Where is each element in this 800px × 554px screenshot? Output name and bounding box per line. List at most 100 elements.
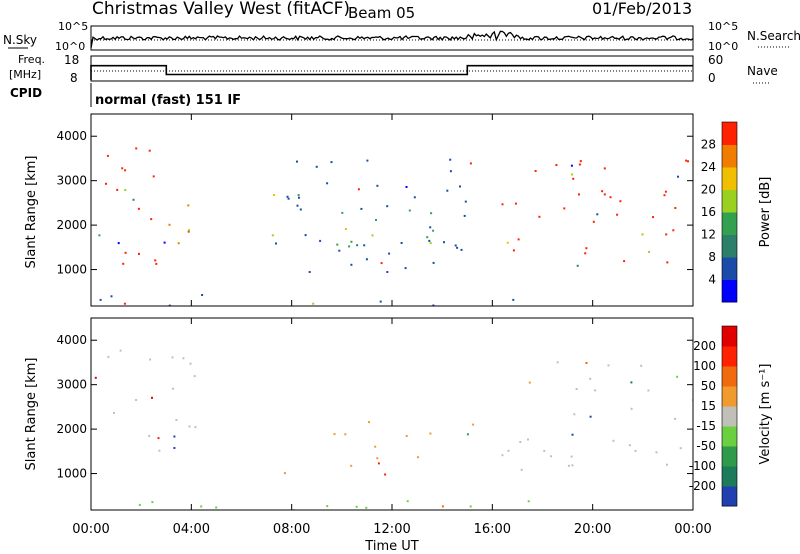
y-tick-label: 1000 xyxy=(56,263,87,277)
data-cell xyxy=(463,214,466,217)
data-cell xyxy=(501,203,504,206)
data-cell xyxy=(319,239,322,242)
data-cell xyxy=(607,364,610,367)
data-cell xyxy=(106,154,109,157)
data-cell xyxy=(273,194,276,196)
data-cell xyxy=(429,242,432,245)
data-cell xyxy=(326,505,329,508)
data-cell xyxy=(376,457,379,460)
data-cell xyxy=(685,159,688,162)
data-cell xyxy=(573,413,576,416)
data-cell xyxy=(514,202,517,205)
data-cell xyxy=(466,433,469,436)
data-cell xyxy=(538,215,541,218)
data-cell xyxy=(665,233,668,236)
nsky-tick-bottom: 10^0 xyxy=(55,40,85,53)
data-cell xyxy=(350,263,353,266)
data-cell xyxy=(630,381,633,384)
nsky-trace xyxy=(90,30,694,49)
x-tick-label: 00:00 xyxy=(674,522,711,537)
data-cell xyxy=(640,364,643,367)
data-cell xyxy=(365,258,368,261)
power-frame xyxy=(90,113,694,307)
freq-tick-top: 18 xyxy=(64,53,79,67)
data-cell xyxy=(584,252,587,255)
scatter-region xyxy=(466,423,475,436)
data-cell xyxy=(623,260,626,263)
data-cell xyxy=(417,456,419,459)
data-cell xyxy=(124,189,127,191)
data-cell xyxy=(507,449,510,452)
data-cell xyxy=(117,242,120,245)
scatter-region xyxy=(99,294,515,306)
data-cell xyxy=(601,190,604,193)
data-cell xyxy=(543,449,546,452)
data-cell xyxy=(454,244,457,247)
data-cell xyxy=(449,158,452,161)
station-title: Christmas Valley West (fitACF) xyxy=(92,0,350,19)
colorbar-tick-label: 8 xyxy=(708,250,716,264)
data-cell xyxy=(512,249,515,252)
colorbar-tick-label: 100 xyxy=(693,359,716,373)
data-cell xyxy=(330,161,333,164)
data-cell xyxy=(119,349,122,352)
data-cell xyxy=(555,164,558,166)
data-cell xyxy=(413,196,416,199)
data-cell xyxy=(655,451,658,454)
scatter-region xyxy=(501,159,689,267)
data-cell xyxy=(386,271,389,273)
data-cell xyxy=(647,389,650,392)
data-cell xyxy=(107,355,110,358)
colorbar-tick-label: 4 xyxy=(708,273,716,287)
data-cell xyxy=(506,241,509,244)
data-cell xyxy=(634,449,637,452)
power-data xyxy=(98,147,689,306)
data-cell xyxy=(571,433,574,436)
data-cell xyxy=(350,240,353,243)
data-cell xyxy=(122,262,125,265)
data-cell xyxy=(377,462,380,465)
data-cell xyxy=(585,362,588,364)
data-cell xyxy=(98,234,101,237)
data-cell xyxy=(527,438,529,441)
y-tick-label: 2000 xyxy=(56,422,87,436)
data-cell xyxy=(641,233,644,236)
x-tick-label: 16:00 xyxy=(474,522,511,537)
data-cell xyxy=(472,423,475,426)
data-cell xyxy=(158,449,161,452)
data-cell xyxy=(432,304,435,306)
data-cell xyxy=(152,175,155,178)
data-cell xyxy=(168,223,171,226)
data-cell xyxy=(375,219,377,221)
colorbar-swatch xyxy=(722,386,737,407)
data-cell xyxy=(355,505,358,508)
data-cell xyxy=(360,207,363,210)
data-cell xyxy=(194,426,197,429)
data-cell xyxy=(443,241,445,244)
data-cell xyxy=(527,500,530,503)
freq-label: Freq. xyxy=(18,53,45,66)
data-cell xyxy=(148,434,151,437)
scatter-region xyxy=(163,204,190,245)
data-cell xyxy=(469,505,472,508)
data-cell xyxy=(368,421,370,424)
data-cell xyxy=(187,204,190,207)
data-cell xyxy=(405,186,408,188)
data-cell xyxy=(456,246,459,249)
data-cell xyxy=(567,464,570,467)
nsearch-tick-bottom: 10^0 xyxy=(708,40,738,53)
y-tick-label: 3000 xyxy=(56,378,87,392)
scatter-region xyxy=(271,158,472,273)
x-tick-label: 00:00 xyxy=(72,522,109,537)
data-cell xyxy=(177,242,180,245)
date-label: 01/Feb/2013 xyxy=(592,0,692,18)
data-cell xyxy=(380,262,383,265)
y-tick-label: 3000 xyxy=(56,174,87,188)
data-cell xyxy=(388,252,391,255)
data-cell xyxy=(296,204,299,207)
nsky-panel: N.Sky 10^5 10^0 10^5 10^0 N.Search xyxy=(3,20,800,53)
data-cell xyxy=(344,228,347,230)
data-cell xyxy=(386,205,389,208)
data-cell xyxy=(193,375,196,378)
